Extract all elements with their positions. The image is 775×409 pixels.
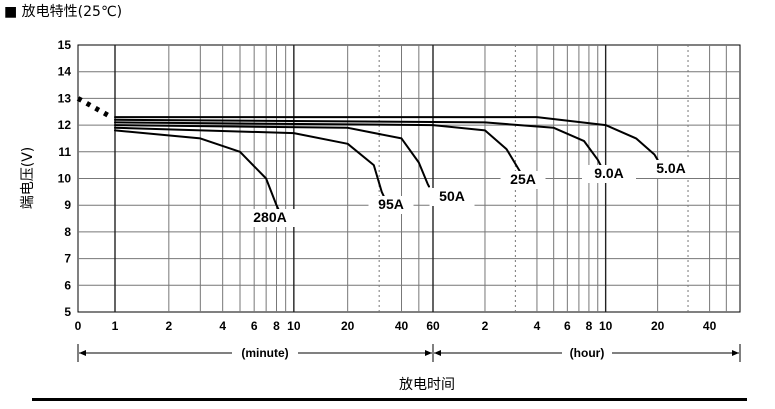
chart-title: ■ 放电特性(25℃) <box>4 4 122 20</box>
x-tick-label-hour: 8 <box>586 319 593 333</box>
x-tick-label-hour: 6 <box>564 319 571 333</box>
x-tick-label-minute: 2 <box>165 319 172 333</box>
y-tick-label: 12 <box>58 118 72 132</box>
curve-label-bg <box>644 160 698 178</box>
x-tick-label-minute: 8 <box>273 319 280 333</box>
x-tick-label-minute: 10 <box>287 319 301 333</box>
x-unit-arrows <box>77 344 741 362</box>
x-tick-label-minute: 60 <box>426 319 440 333</box>
curve-label-5.0A: 5.0A <box>656 160 686 176</box>
grid-lines <box>78 45 740 312</box>
x-tick-label-minute: 4 <box>219 319 226 333</box>
y-tick-label: 11 <box>58 145 71 159</box>
x-unit-hour: (hour) <box>570 346 605 360</box>
curve-label-280A: 280A <box>253 209 286 225</box>
y-tick-label: 8 <box>64 225 71 239</box>
curve-9.0A <box>114 118 602 167</box>
y-tick-labels: 5 6 7 8 9 10 11 12 13 14 15 <box>58 38 72 319</box>
y-tick-label: 5 <box>64 305 71 319</box>
curve-95A <box>114 126 386 199</box>
bottom-rule <box>32 398 747 401</box>
y-tick-label: 10 <box>58 172 72 186</box>
curve-label-bg <box>429 188 475 206</box>
x-tick-label-minute: 40 <box>395 319 409 333</box>
y-tick-label: 13 <box>58 91 72 105</box>
y-tick-label: 14 <box>58 65 72 79</box>
x-tick-label-hour: 10 <box>599 319 613 333</box>
x-unit-minute: (minute) <box>241 346 288 360</box>
x-axis-label: 放电时间 <box>399 377 455 393</box>
x-tick-labels: 0 1 2 4 6 8 10 20 40 60 2 4 6 8 10 20 40 <box>75 319 717 333</box>
curve-label-95A: 95A <box>378 196 404 212</box>
initial-voltage-dash <box>76 96 113 120</box>
curve-label-bg <box>368 196 414 214</box>
y-tick-label: 7 <box>64 252 71 266</box>
curve-label-bg <box>582 165 636 183</box>
curve-label-bg <box>243 209 297 227</box>
y-tick-label: 9 <box>64 198 71 212</box>
x-tick-label-hour: 40 <box>703 319 717 333</box>
x-tick-label-minute: 1 <box>112 319 119 333</box>
curve-label-50A: 50A <box>439 188 465 204</box>
x-tick-label-hour: 2 <box>482 319 489 333</box>
y-tick-label: 6 <box>64 278 71 292</box>
x-tick-label-hour: 4 <box>534 319 541 333</box>
curve-50A <box>114 124 430 188</box>
curves <box>76 96 659 215</box>
curve-label-bg <box>500 171 546 189</box>
curve-280A <box>114 129 282 215</box>
y-tick-label: 15 <box>58 38 72 52</box>
curve-5.0A <box>114 116 659 161</box>
x-tick-label-minute: 20 <box>341 319 355 333</box>
x-tick-label-minute: 6 <box>251 319 258 333</box>
curve-label-25A: 25A <box>510 171 536 187</box>
x-tick-label-minute: 0 <box>75 319 82 333</box>
curve-labels: 280A 95A 50A 25A 9.0A 5.0A <box>243 160 698 227</box>
y-axis-label: 端电压(V) <box>20 147 36 210</box>
x-tick-label-hour: 20 <box>651 319 665 333</box>
curve-label-9.0A: 9.0A <box>594 165 624 181</box>
